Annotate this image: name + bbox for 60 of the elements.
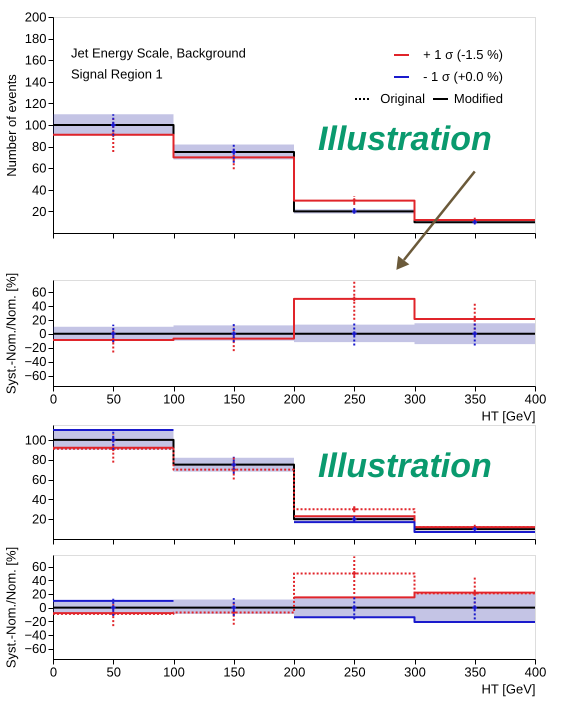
y-tick-label: −20 (24, 614, 46, 629)
y-tick-label: −40 (24, 354, 46, 370)
x-tick-label: 250 (344, 392, 366, 406)
y-tick-label: 60 (32, 160, 46, 176)
y-tick-label: 80 (32, 139, 46, 154)
annotation: Signal Region 1 (71, 66, 163, 82)
y-tick-label: 120 (24, 96, 46, 111)
y-tick-label: 0 (39, 326, 46, 342)
x-tick-label: 0 (50, 392, 58, 406)
x-tick-label: 100 (163, 392, 185, 406)
y-tick-label: 80 (32, 452, 46, 468)
y-tick-label: 40 (32, 182, 46, 198)
y-axis-title: Syst.-Nom./Nom. [%] (3, 272, 18, 394)
x-tick-label: 400 (524, 392, 546, 406)
x-tick-label: 100 (163, 664, 185, 680)
y-tick-label: 100 (24, 432, 46, 448)
y-tick-label: −20 (24, 340, 46, 356)
x-tick-label: 300 (404, 664, 426, 680)
legend-label: + 1 σ (-1.5 %) (423, 47, 503, 62)
x-tick-label: 150 (223, 664, 246, 680)
y-tick-label: 160 (24, 52, 46, 68)
x-tick-label: 200 (284, 392, 306, 406)
y-tick-label: 100 (24, 118, 46, 132)
x-tick-label: 150 (223, 392, 246, 406)
legend-label: - 1 σ (+0.0 %) (423, 69, 503, 84)
y-tick-label: 60 (32, 559, 46, 574)
y-tick-label: 60 (32, 472, 46, 488)
legend-label: Modified (454, 91, 503, 106)
y-tick-label: 20 (32, 512, 46, 527)
x-tick-label: 200 (284, 664, 306, 680)
y-axis-title: Syst.-Nom./Nom. [%] (3, 546, 18, 668)
y-tick-label: −60 (24, 641, 46, 656)
x-tick-label: 50 (106, 664, 121, 680)
x-tick-label: 250 (344, 664, 366, 680)
y-tick-label: 180 (24, 31, 46, 46)
y-tick-label: 0 (39, 600, 46, 616)
y-tick-label: −60 (24, 368, 46, 384)
x-tick-label: 400 (524, 664, 546, 680)
y-axis-title: Number of events (4, 74, 19, 177)
annotation: Illustration (318, 447, 492, 486)
y-tick-label: 140 (24, 74, 46, 90)
legend-label: Original (380, 91, 426, 106)
y-tick-label: 40 (32, 492, 46, 507)
x-axis-title: HT [GeV] (482, 408, 536, 424)
x-tick-label: 350 (464, 664, 486, 680)
y-tick-label: 60 (32, 284, 46, 300)
annotation: Illustration (318, 120, 492, 158)
y-tick-label: 40 (32, 298, 46, 314)
x-tick-label: 0 (50, 664, 58, 680)
annotation: Jet Energy Scale, Background (71, 46, 246, 61)
x-tick-label: 50 (106, 392, 121, 406)
y-tick-label: 20 (32, 312, 46, 328)
y-tick-label: 20 (32, 204, 46, 219)
x-tick-label: 300 (404, 392, 426, 406)
y-tick-label: 40 (32, 572, 46, 588)
y-tick-label: 200 (24, 10, 46, 24)
x-tick-label: 350 (464, 392, 486, 406)
x-axis-title: HT [GeV] (482, 682, 536, 696)
y-tick-label: −40 (24, 628, 46, 643)
y-tick-label: 20 (32, 586, 46, 602)
